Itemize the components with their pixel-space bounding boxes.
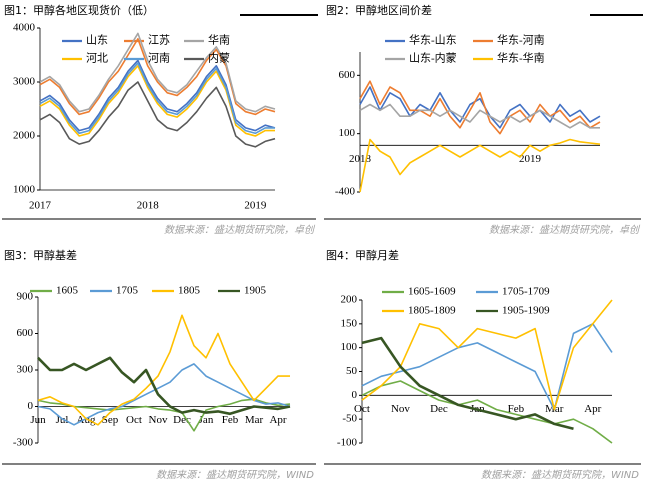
x-tick-label: Dec (173, 414, 191, 426)
series-line (39, 62, 275, 135)
y-tick-label: 150 (341, 317, 358, 329)
chart-title: 图4：甲醇月差 (326, 248, 399, 262)
y-tick-label: -400 (335, 186, 356, 198)
source-note: 数据来源：盛达期货研究院，卓创 (489, 224, 641, 236)
x-tick-label: Nov (391, 403, 410, 415)
series-line (359, 138, 601, 193)
source-note: 数据来源：盛达期货研究院，卓创 (164, 224, 316, 236)
x-tick-label: Mar (245, 414, 264, 426)
series-line (39, 32, 276, 113)
legend-label: 河北 (86, 52, 108, 65)
series-line (361, 380, 613, 444)
series-line (361, 336, 574, 430)
y-tick-label: 3000 (13, 76, 36, 88)
y-tick-label: 100 (341, 341, 358, 353)
legend-label: 江苏 (148, 34, 170, 47)
legend-label: 华东-山东 (409, 33, 457, 47)
series-line (39, 81, 276, 148)
legend-label: 1605 (56, 285, 79, 297)
y-tick-label: 0 (28, 400, 34, 412)
x-tick-label: Dec (430, 403, 448, 415)
source-note: 数据来源：盛达期货研究院，WIND (156, 469, 314, 481)
y-tick-label: 50 (346, 365, 358, 377)
chart-title: 图3：甲醇基差 (4, 248, 77, 262)
legend-label: 1705-1709 (502, 286, 550, 298)
x-tick-label: Apr (584, 403, 601, 415)
chart-title: 图1：甲醇各地区现货价（低） (4, 3, 154, 17)
x-tick-label: Apr (269, 414, 286, 426)
series-line (39, 38, 276, 116)
y-tick-label: 300 (17, 364, 34, 376)
legend-label: 1905-1909 (502, 305, 550, 317)
x-tick-label: 2017 (29, 200, 52, 212)
y-tick-label: 100 (339, 127, 356, 139)
legend-label: 山东-内蒙 (409, 51, 457, 65)
x-tick-label: Oct (354, 403, 370, 415)
legend-label: 1805-1809 (408, 305, 456, 317)
y-tick-label: -100 (337, 437, 358, 449)
legend-label: 山东 (86, 34, 108, 47)
y-tick-label: 900 (17, 291, 34, 303)
legend-label: 内蒙 (208, 51, 230, 65)
y-tick-label: 600 (17, 327, 34, 339)
x-tick-label: Feb (222, 414, 239, 426)
x-tick-label: Oct (126, 414, 142, 426)
title-bar (590, 14, 643, 16)
source-note: 数据来源：盛达期货研究院，WIND (481, 469, 639, 481)
series-line (359, 86, 601, 129)
x-tick-label: Nov (149, 414, 168, 426)
y-tick-label: 4000 (13, 22, 36, 34)
y-tick-label: 200 (341, 294, 358, 306)
legend-label: 华南 (208, 33, 230, 47)
legend-label: 1905 (244, 285, 267, 297)
legend-label: 华东-华南 (497, 51, 545, 65)
series-line (37, 356, 291, 416)
chart-title: 图2：甲醇地区间价差 (326, 3, 432, 17)
legend-label: 河南 (148, 52, 170, 65)
y-tick-label: 2000 (13, 130, 36, 142)
x-tick-label: Feb (508, 403, 525, 415)
y-tick-label: 600 (339, 69, 356, 81)
legend-label: 1805 (178, 285, 201, 297)
series-line (37, 398, 291, 432)
y-tick-label: -50 (342, 413, 357, 425)
x-tick-label: 2019 (519, 153, 542, 165)
x-tick-label: Jun (30, 414, 46, 426)
title-bar (240, 14, 318, 16)
series-line (37, 363, 291, 426)
y-tick-label: 0 (352, 389, 358, 401)
series-line (359, 80, 601, 135)
x-tick-label: 2018 (349, 153, 372, 165)
series-line (39, 65, 275, 137)
x-tick-label: Aug (77, 414, 96, 426)
y-tick-label: -300 (13, 437, 34, 449)
y-tick-label: 1000 (13, 184, 36, 196)
series-line (37, 314, 290, 426)
series-line (361, 299, 613, 411)
series-line (359, 103, 600, 129)
legend-label: 1705 (116, 285, 139, 297)
x-tick-label: 2018 (137, 200, 160, 212)
x-tick-label: Sep (102, 414, 119, 426)
legend-label: 华东-河南 (497, 33, 545, 47)
x-tick-label: 2019 (244, 200, 267, 212)
legend-label: 1605-1609 (408, 286, 456, 298)
